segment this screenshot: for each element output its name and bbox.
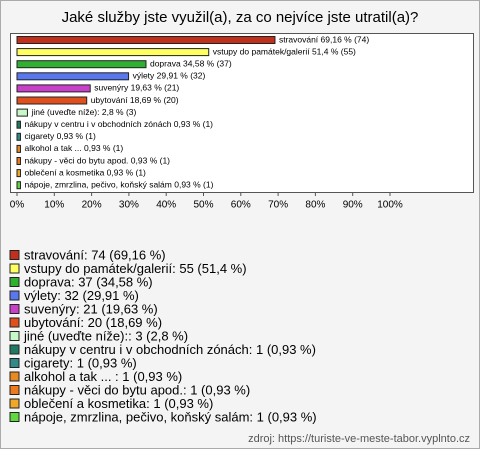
x-tick-label: 80% [305,200,325,211]
bar [16,60,147,69]
legend-swatch [9,358,20,368]
bar [16,132,21,141]
chart-title: Jaké služby jste využil(a), za co nejvíc… [62,9,419,26]
legend-swatch [9,385,20,395]
x-tick-label: 10% [44,200,64,211]
legend-label: vstupy do památek/galerií: 55 (51,4 %) [24,261,247,276]
legend-swatch [9,412,20,422]
legend-swatch [9,371,20,382]
bar [16,36,276,44]
legend-swatch [9,290,20,301]
legend-swatch [9,304,20,314]
source: zdroj: https://turiste-ve-meste-tabor.vy… [248,433,470,445]
x-tick-label: 90% [343,200,363,211]
legend-label: doprava: 37 (34,58 %) [24,274,153,289]
plot-area [10,33,474,193]
x-tick-label: 30% [119,200,139,211]
legend-label: cigarety: 1 (0,93 %) [24,355,137,370]
legend-label: suvenýry: 21 (19,63 %) [24,301,158,316]
bar [16,157,21,165]
bar-label: suvenýry 19,63 % (21) [94,83,179,93]
x-tick-label: 40% [156,200,176,211]
x-tick-label: 20% [82,200,102,211]
legend-label: nápoje, zmrzlina, pečivo, koňský salám: … [24,409,317,424]
x-tick-label: 60% [231,200,251,211]
legend-swatch [9,344,20,355]
bar-label: cigarety 0,93 % (1) [24,131,96,141]
bar [16,144,21,153]
legend-label: alkohol a tak ... : 1 (0,93 %) [24,369,182,384]
legend-swatch [9,277,20,287]
bar-label: nápoje, zmrzlina, pečivo, koňský salám 0… [24,179,213,189]
x-tick-label: 50% [193,200,213,211]
legend-swatch [9,263,20,274]
legend-swatch [9,331,20,341]
legend-label: jiné (uveďte níže):: 3 (2,8 %) [23,328,188,343]
bar [16,84,91,93]
bar-label: nákupy - věci do bytu apod. 0,93 % (1) [24,155,170,165]
bar-label: nákupy v centru i v obchodních zónách 0,… [24,119,213,129]
bar-label: jiné (uveďte níže): 2,8 % (3) [30,107,136,117]
legend-label: výlety: 32 (29,91 %) [24,288,139,303]
bar [16,120,21,129]
bar-label: ubytování 18,69 % (20) [91,95,179,105]
legend-label: nákupy - věci do bytu apod.: 1 (0,93 %) [24,382,250,397]
bar [16,169,21,178]
x-tick-label: 70% [268,200,288,211]
bar-label: doprava 34,58 % (37) [150,58,232,68]
x-tick-label: 100% [377,200,403,211]
legend-swatch [9,250,20,260]
bar-label: výlety 29,91 % (32) [133,71,206,81]
x-tick-label: 0% [10,200,25,211]
legend-label: stravování: 74 (69,16 %) [24,247,166,262]
legend-swatch [9,398,20,409]
bar-label: vstupy do památek/galerií 51,4 % (55) [213,46,356,56]
bar [16,96,88,105]
legend-label: ubytování: 20 (18,69 %) [24,315,162,330]
bar [16,181,21,190]
legend-label: nákupy v centru i v obchodních zónách: 1… [24,342,316,357]
legend-swatch [9,317,20,328]
legend-label: oblečení a kosmetika: 1 (0,93 %) [24,396,213,411]
bar [16,108,28,117]
bar [16,72,130,81]
bar-label: oblečení a kosmetika 0,93 % (1) [24,167,146,177]
bar [16,48,210,57]
bar-label: alkohol a tak ... 0,93 % (1) [24,143,123,153]
bar-label: stravování 69,16 % (74) [279,34,369,44]
